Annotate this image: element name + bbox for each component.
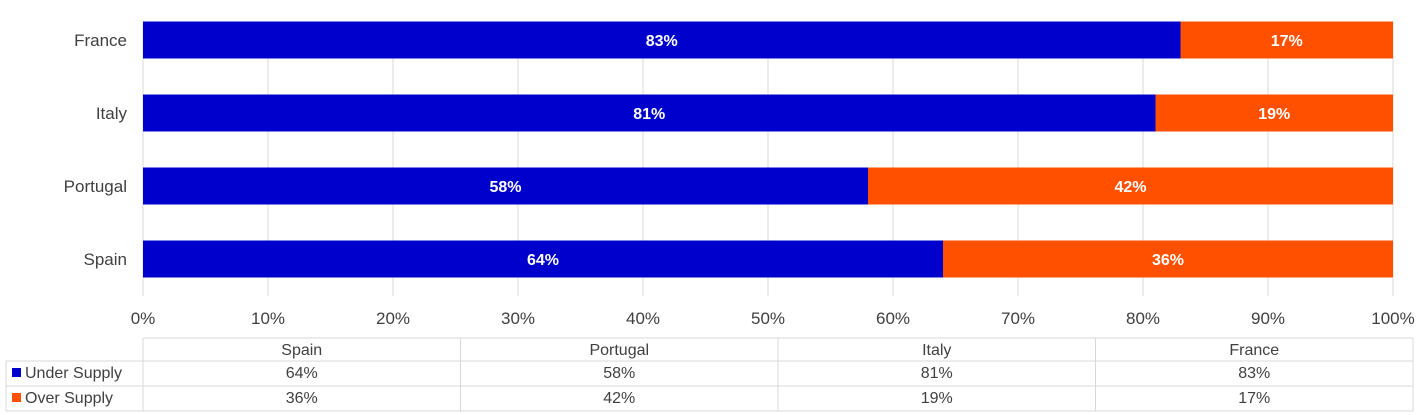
table-header-cell: Italy [922,342,951,359]
table-cell: 58% [603,365,635,382]
bar-value-label: 58% [489,179,521,196]
bar-under-supply-italy [143,94,1156,132]
x-tick-label: 20% [376,309,410,328]
bar-under-supply-france [143,21,1181,59]
table-cell: 64% [286,365,318,382]
bar-under-supply-spain [143,240,943,278]
legend-label: Over Supply [25,390,113,407]
bar-value-label: 42% [1114,179,1146,196]
bar-over-supply-spain [943,240,1393,278]
x-tick-label: 70% [1001,309,1035,328]
legend-label: Under Supply [25,365,122,382]
table-header-cell: Spain [281,342,322,359]
bar-over-supply-italy [1155,94,1393,132]
bar-under-supply-portugal [143,167,868,205]
data-table: Spain Portugal Italy France Under Supply 64% 5… [5,337,1414,412]
bar-value-label: 81% [633,106,665,123]
x-tick-label: 80% [1126,309,1160,328]
table-cell: 83% [1238,365,1270,382]
table-header-cell: France [1229,342,1279,359]
table-cell: 42% [603,390,635,407]
table-cell: 17% [1238,390,1270,407]
bar-over-supply-france [1180,21,1393,59]
x-tick-label: 30% [501,309,535,328]
legend-swatch [12,368,21,377]
legend-swatch [12,393,21,402]
category-label: Spain [84,250,127,269]
bar-value-label: 17% [1271,33,1303,50]
x-tick-label: 10% [251,309,285,328]
category-labels: Spain Portugal Italy France [64,31,128,269]
bar-value-label: 19% [1258,106,1290,123]
category-label: Italy [96,104,128,123]
bar-value-label: 36% [1152,252,1184,269]
bars: 64% 36% 58% 42% 81% 19% 83% 17% [143,21,1393,278]
table-cell: 36% [286,390,318,407]
category-label: France [74,31,127,50]
x-tick-label: 60% [876,309,910,328]
bar-value-label: 83% [646,33,678,50]
table-cell: 81% [921,365,953,382]
bar-value-label: 64% [527,252,559,269]
table-header-cell: Portugal [589,342,649,359]
bar-over-supply-portugal [868,167,1393,205]
x-tick-label: 40% [626,309,660,328]
x-axis-ticks: 0% 10% 20% 30% 40% 50% 60% 70% 80% 90% 100% [131,309,1415,328]
x-tick-label: 100% [1371,309,1414,328]
category-label: Portugal [64,177,127,196]
x-tick-label: 90% [1251,309,1285,328]
x-tick-label: 0% [131,309,156,328]
table-cell: 19% [921,390,953,407]
x-tick-label: 50% [751,309,785,328]
